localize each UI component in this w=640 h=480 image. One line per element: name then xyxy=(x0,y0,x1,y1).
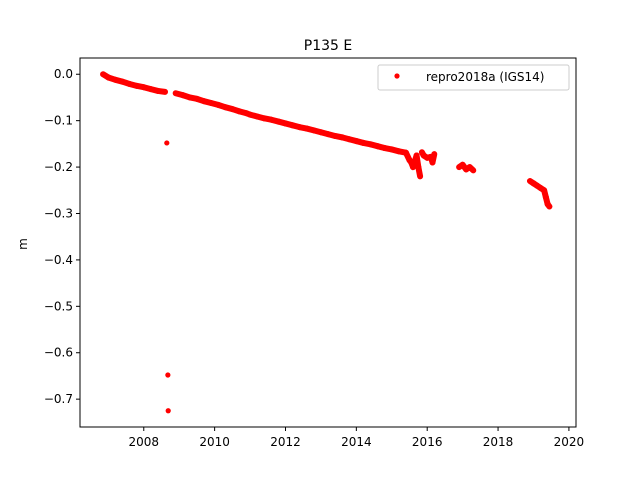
data-point xyxy=(460,162,466,168)
data-point xyxy=(297,124,303,130)
x-tick-label: 2016 xyxy=(412,435,443,449)
data-point xyxy=(162,89,168,95)
y-axis-label: m xyxy=(16,238,30,250)
data-point xyxy=(112,77,119,83)
data-point xyxy=(261,115,267,121)
data-point xyxy=(389,146,395,153)
legend-marker xyxy=(394,73,400,79)
data-point xyxy=(134,83,140,89)
y-tick-label: 0.0 xyxy=(54,67,73,81)
data-point xyxy=(180,92,186,98)
data-point xyxy=(346,136,352,142)
data-point xyxy=(353,138,359,144)
y-tick-label: −0.6 xyxy=(44,346,73,360)
y-tick-label: −0.5 xyxy=(44,299,73,313)
data-point xyxy=(236,108,243,114)
data-point xyxy=(318,129,324,135)
data-point xyxy=(428,154,434,160)
data-point xyxy=(546,203,553,210)
data-point xyxy=(396,148,402,154)
data-point xyxy=(413,152,420,159)
data-point xyxy=(375,143,381,149)
data-point xyxy=(164,140,170,146)
data-point xyxy=(127,81,133,87)
x-tick-label: 2012 xyxy=(270,435,301,449)
data-point xyxy=(187,94,193,101)
x-tick-label: 2014 xyxy=(341,435,372,449)
data-point xyxy=(332,133,338,139)
data-point xyxy=(382,145,388,151)
data-point xyxy=(194,96,200,102)
data-point xyxy=(254,113,260,120)
x-tick-label: 2018 xyxy=(483,435,514,449)
series-points xyxy=(100,71,553,414)
x-tick-label: 2008 xyxy=(128,435,159,449)
data-point xyxy=(105,74,111,81)
y-tick-label: −0.3 xyxy=(44,206,73,220)
data-point xyxy=(325,131,331,137)
x-tick-label: 2010 xyxy=(199,435,230,449)
plot-frame xyxy=(79,57,577,428)
data-point xyxy=(100,71,106,77)
data-point xyxy=(141,84,147,90)
data-point xyxy=(229,106,235,112)
data-point xyxy=(148,86,154,92)
data-point xyxy=(431,151,437,157)
y-tick-label: −0.4 xyxy=(44,253,73,267)
data-point xyxy=(275,118,281,125)
x-tick-label: 2020 xyxy=(554,435,585,449)
data-point xyxy=(541,187,547,193)
data-point xyxy=(543,194,549,200)
data-point xyxy=(289,122,296,128)
data-point xyxy=(417,173,423,179)
data-point xyxy=(119,79,126,85)
data-point xyxy=(268,117,274,123)
data-point xyxy=(222,104,228,110)
data-point xyxy=(165,408,171,414)
data-point xyxy=(201,98,207,104)
data-point xyxy=(470,167,476,173)
axis-ticks: 2008 2010 2012 2014 2016 2018 2020 0.0 −0.1 −0.2 −… xyxy=(44,67,584,449)
data-point xyxy=(408,159,414,166)
data-point xyxy=(215,102,221,108)
data-point xyxy=(429,159,436,166)
chart-title: P135 E xyxy=(304,38,352,54)
data-point xyxy=(339,134,345,140)
data-point xyxy=(208,100,214,106)
data-point xyxy=(165,372,171,378)
data-point xyxy=(155,88,161,94)
data-point xyxy=(360,140,367,146)
data-marks xyxy=(100,71,553,414)
data-point xyxy=(410,164,416,170)
data-point xyxy=(403,150,409,156)
legend-label: repro2018a (IGS14) xyxy=(426,70,544,84)
data-point xyxy=(415,164,421,170)
data-point xyxy=(467,164,473,170)
y-tick-label: −0.1 xyxy=(44,114,73,128)
data-point xyxy=(304,125,310,132)
data-point xyxy=(367,141,374,147)
data-point xyxy=(311,127,317,134)
y-tick-label: −0.2 xyxy=(44,160,73,174)
legend: repro2018a (IGS14) xyxy=(377,64,570,91)
data-point xyxy=(173,90,179,96)
data-point xyxy=(282,120,289,127)
legend-box xyxy=(377,64,570,91)
data-point xyxy=(247,112,253,118)
y-tick-label: −0.7 xyxy=(44,392,73,406)
